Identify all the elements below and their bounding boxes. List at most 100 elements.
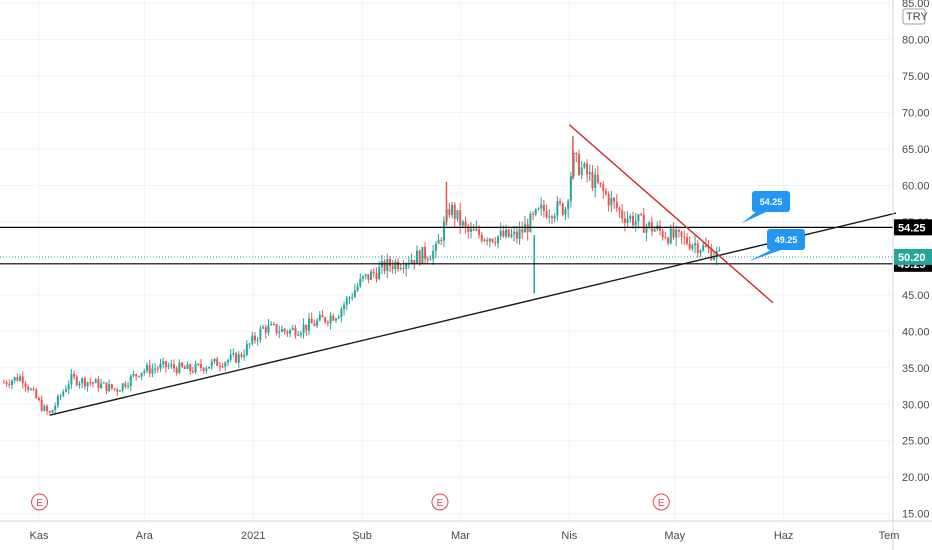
candle-body <box>451 204 454 215</box>
candle-body <box>183 366 186 369</box>
candle-body <box>499 230 502 237</box>
candle-body <box>307 318 310 331</box>
candle-body <box>297 334 300 336</box>
candle-body <box>613 198 616 202</box>
candle-body <box>8 384 11 386</box>
time-axis[interactable]: Kas Ara 2021 Şub Mar Nis May Haz Tem <box>0 520 932 542</box>
candle-body <box>637 214 640 222</box>
candle-body <box>164 361 167 368</box>
candle-body <box>237 354 240 363</box>
candle-body <box>272 324 275 326</box>
candle-body <box>464 221 467 227</box>
candle-body <box>467 226 470 232</box>
candle-body <box>348 297 351 299</box>
candle-body <box>680 231 683 237</box>
candle-body <box>410 259 413 264</box>
candle-body <box>607 194 610 206</box>
candle-body <box>32 388 35 390</box>
trendline <box>568 124 774 304</box>
candle-body <box>324 317 327 322</box>
x-tick-label: 2021 <box>241 530 265 542</box>
candle-body <box>24 383 27 387</box>
grid <box>0 0 893 521</box>
candle-body <box>596 174 599 183</box>
candle-body <box>337 316 340 319</box>
event-marker <box>31 493 49 511</box>
candle-body <box>664 237 667 239</box>
y-tick-label: 60.00 <box>902 180 930 192</box>
candle-body <box>583 163 586 168</box>
candle-body <box>496 236 499 244</box>
candle-body <box>586 163 589 175</box>
callout-label: 49.25 <box>775 235 798 245</box>
candle-body <box>645 225 648 233</box>
candle-body <box>491 238 494 242</box>
candle-body <box>602 184 605 191</box>
candle-body <box>197 363 200 365</box>
candle-body <box>13 377 16 381</box>
candle-body <box>642 214 645 233</box>
callout-pointer <box>748 250 781 262</box>
candle-body <box>59 395 62 397</box>
candle-body <box>399 267 402 269</box>
candle-body <box>426 258 429 260</box>
candle-body <box>129 375 132 386</box>
candle-body <box>424 246 427 259</box>
candle-body <box>86 382 89 387</box>
candle-body <box>83 378 86 387</box>
candle-body <box>113 388 116 390</box>
candle-body <box>351 297 354 299</box>
event-marker <box>652 493 670 511</box>
candle-body <box>224 362 227 367</box>
candle-body <box>283 328 286 332</box>
candle-body <box>16 377 19 381</box>
price-callouts: 54.25 49.25 <box>741 191 805 262</box>
candle-body <box>289 329 292 334</box>
candle-body <box>105 382 108 392</box>
candle-body <box>432 250 435 260</box>
currency-label: TRY <box>906 11 928 23</box>
event-label: E <box>437 498 444 509</box>
candle-body <box>631 216 634 226</box>
candle-body <box>305 324 308 331</box>
candle-body <box>413 259 416 264</box>
candle-body <box>515 231 518 239</box>
candle-body <box>243 355 246 357</box>
candle-body <box>415 250 418 264</box>
candle-body <box>108 384 111 392</box>
candle-body <box>43 406 46 411</box>
candle-body <box>383 261 386 272</box>
candle-body <box>494 241 497 244</box>
candle-body <box>170 364 173 367</box>
candle-body <box>64 389 67 392</box>
candle-body <box>683 236 686 238</box>
candlesticks <box>2 135 721 415</box>
candle-body <box>391 266 394 270</box>
candle-body <box>137 375 140 377</box>
candle-body <box>712 257 715 260</box>
candle-body <box>661 230 664 238</box>
candle-body <box>386 259 389 272</box>
x-tick-label: Tem <box>879 530 900 542</box>
candle-body <box>685 237 688 244</box>
candle-body <box>418 250 421 264</box>
candle-body <box>388 259 391 267</box>
price-axis[interactable]: 15.0020.0025.0030.0035.0040.0045.0050.00… <box>892 0 932 550</box>
x-tick-label: Kas <box>30 530 49 542</box>
candle-body <box>440 239 443 241</box>
last-price-tag <box>894 248 932 265</box>
candle-body <box>310 318 313 324</box>
candle-body <box>364 274 367 277</box>
candle-body <box>653 229 656 232</box>
candle-body <box>162 361 165 364</box>
candle-body <box>577 153 580 175</box>
candle-body <box>343 304 346 310</box>
candle-body <box>140 372 143 377</box>
candle-body <box>696 243 699 254</box>
candle-body <box>56 395 59 406</box>
candle-body <box>626 218 629 224</box>
candle-body <box>313 323 316 326</box>
candle-body <box>89 382 92 384</box>
candle-body <box>210 361 213 367</box>
